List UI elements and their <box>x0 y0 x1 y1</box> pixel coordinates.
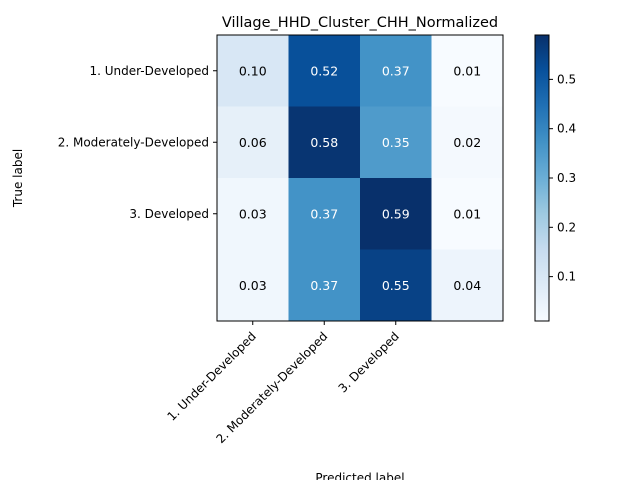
heatmap-cell <box>431 178 504 250</box>
heatmap-cell-value: 0.35 <box>382 135 410 150</box>
heatmap-cell-value: 0.58 <box>310 135 338 150</box>
heatmap-cell-value: 0.03 <box>239 206 267 221</box>
heatmap-cell-value: 0.06 <box>239 135 267 150</box>
colorbar-tick-label: 0.2 <box>557 220 576 234</box>
heatmap-cell <box>217 35 289 107</box>
heatmap-cell-value: 0.37 <box>310 278 338 293</box>
heatmap-cell <box>217 249 289 322</box>
heatmap-cell-value: 0.10 <box>239 63 267 78</box>
heatmap-cell <box>288 106 361 179</box>
chart-title: Village_HHD_Cluster_CHH_Normalized <box>222 15 498 31</box>
colorbar-tick-label: 0.4 <box>557 122 576 136</box>
heatmap-cell-value: 0.37 <box>310 206 338 221</box>
x-axis-label: Predicted label <box>315 471 404 480</box>
heatmap-cell <box>360 249 432 322</box>
heatmap-cell-value: 0.37 <box>382 63 410 78</box>
heatmap-cell <box>431 35 504 107</box>
heatmap-cell-value: 0.52 <box>310 63 338 78</box>
heatmap-cell <box>431 249 504 322</box>
colorbar-tick-label: 0.5 <box>557 72 576 86</box>
heatmap-cell-value: 0.01 <box>453 206 481 221</box>
y-axis-label: True label <box>11 149 25 208</box>
heatmap-cell <box>288 35 361 107</box>
colorbar-tick-label: 0.1 <box>557 270 576 284</box>
heatmap-cell-value: 0.59 <box>382 206 410 221</box>
y-tick-label: 3. Developed <box>129 207 209 221</box>
heatmap-cell <box>288 178 361 250</box>
heatmap-cell <box>431 106 504 179</box>
heatmap-cell <box>360 106 432 179</box>
heatmap-cell-value: 0.01 <box>453 63 481 78</box>
plot-frame <box>216 34 504 322</box>
heatmap-cell-value: 0.55 <box>382 278 410 293</box>
heatmap-cell-value: 0.03 <box>239 278 267 293</box>
heatmap-cell-value: 0.04 <box>453 278 481 293</box>
heatmap-cell <box>288 249 361 322</box>
y-tick-label: 2. Moderately-Developed <box>58 135 209 149</box>
y-axis-ticks: 1. Under-Developed 2. Moderately-Develope… <box>58 64 217 221</box>
colorbar <box>534 34 550 322</box>
heatmap-cell <box>360 178 432 250</box>
colorbar-tick-label: 0.3 <box>557 171 576 185</box>
heatmap-cell <box>217 106 289 179</box>
y-tick-label: 1. Under-Developed <box>89 64 209 78</box>
heatmap-cells <box>217 35 504 322</box>
heatmap-cell <box>217 178 289 250</box>
x-tick-label: 3. Developed <box>336 329 402 395</box>
colorbar-ticks: 0.1 0.2 0.3 0.4 0.5 <box>549 72 576 284</box>
heatmap-cell <box>360 35 432 107</box>
heatmap-cell-labels: 0.10 0.52 0.37 0.01 0.06 0.58 0.35 0.02 0.03 0.37… <box>239 63 481 293</box>
heatmap-cell-value: 0.02 <box>453 135 481 150</box>
